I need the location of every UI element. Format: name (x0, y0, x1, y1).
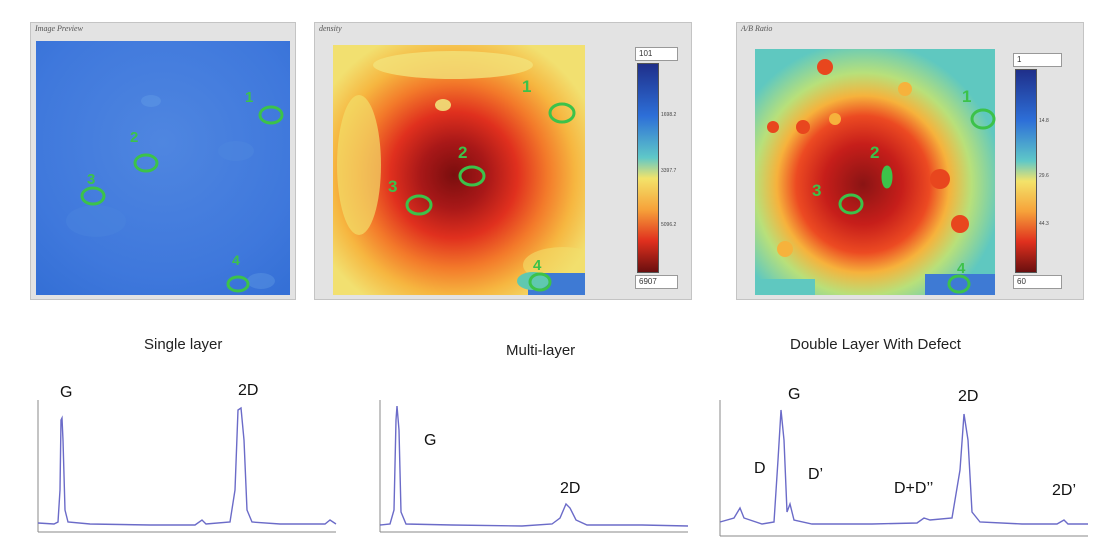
peak-label-g: G (424, 432, 437, 449)
spectrum-single-layer (37, 400, 337, 533)
colorbar-top-value: 1 (1013, 53, 1062, 67)
peak-label-2d: 2D (238, 382, 259, 399)
peak-label-2d-prime: 2D’ (1052, 482, 1077, 499)
colorbar-top-value: 101 (635, 47, 678, 61)
density-panel: density 101 1698.2 3397.7 (314, 22, 692, 300)
peak-label-d-prime: D’ (808, 466, 824, 483)
colorbar-tick: 29.6 (1039, 173, 1049, 179)
spectrum-caption-single-layer: Single layer (144, 336, 223, 353)
peak-label-d-plus-d-double-prime: D+D’’ (894, 480, 934, 497)
panel-title: density (319, 24, 342, 33)
peak-label-g: G (60, 384, 73, 401)
panel-title: A/B Ratio (741, 24, 773, 33)
spectrum-caption-multi-layer: Multi-layer (506, 342, 576, 359)
density-map (333, 45, 585, 295)
image-preview-map (36, 41, 290, 295)
ab-ratio-colorbar (1015, 69, 1037, 273)
peak-label-g: G (788, 386, 801, 403)
colorbar-tick: 5096.2 (661, 222, 677, 228)
density-colorbar (637, 63, 659, 273)
colorbar-bottom-value: 6907 (635, 275, 678, 289)
spectrum-caption-double-layer: Double Layer With Defect (790, 336, 961, 353)
colorbar-tick: 3397.7 (661, 168, 677, 174)
colorbar-tick: 1698.2 (661, 112, 677, 118)
spectrum-multi-layer (379, 400, 689, 533)
peak-label-d: D (754, 460, 766, 477)
colorbar-bottom-value: 60 (1013, 275, 1062, 289)
panel-title: Image Preview (35, 24, 83, 33)
peak-label-2d: 2D (958, 388, 979, 405)
ab-ratio-map (755, 49, 995, 295)
image-preview-panel: Image Preview (30, 22, 296, 300)
peak-label-2d: 2D (560, 480, 581, 497)
colorbar-tick: 44.3 (1039, 221, 1049, 227)
colorbar-tick: 14.8 (1039, 118, 1049, 124)
spectrum-double-layer-defect (719, 400, 1088, 537)
ab-ratio-panel: A/B Ratio (736, 22, 1084, 300)
